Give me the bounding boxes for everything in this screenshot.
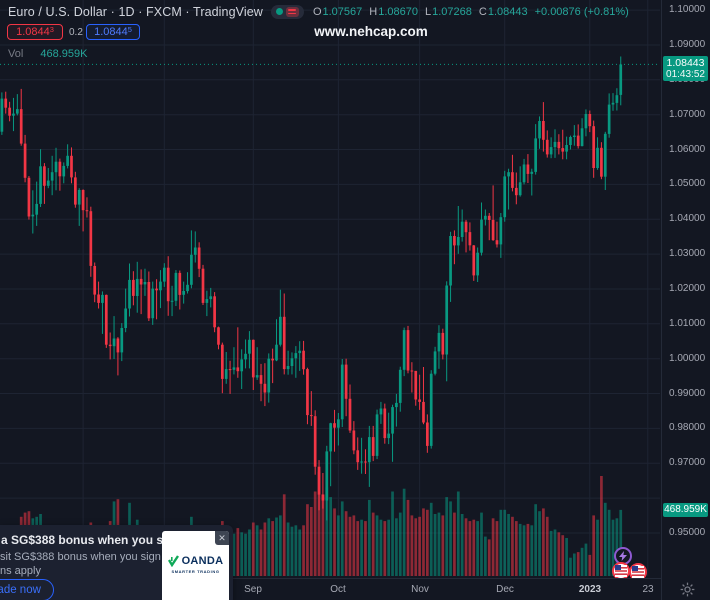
chart-legend: Euro / U.S. Dollar · 1D · FXCM · Trading… xyxy=(8,4,629,19)
buy-button[interactable]: 1.0844 5 xyxy=(86,24,140,40)
promo-subline: sit SG$388 bonus when you sign up. xyxy=(0,551,180,563)
price-axis-label: 0.99000 xyxy=(669,388,706,399)
price-axis-label: 0.97000 xyxy=(669,457,706,468)
oanda-logo-panel: ✕ OANDA SMARTER TRADING xyxy=(162,531,229,600)
oanda-tagline: SMARTER TRADING xyxy=(171,569,220,574)
price-axis-label: 1.10000 xyxy=(669,4,706,15)
market-open-dot-icon xyxy=(275,8,283,15)
close-value: 1.08443 xyxy=(487,5,528,18)
high-value: 1.08670 xyxy=(378,5,418,18)
high-label: H xyxy=(369,5,378,18)
low-label: L xyxy=(424,5,432,18)
oanda-check-icon xyxy=(167,555,179,567)
price-axis-label: 0.95000 xyxy=(669,527,706,538)
promo-terms: ns apply xyxy=(0,565,41,577)
watermark: www.nehcap.com xyxy=(314,24,428,39)
change-value: +0.00876 (+0.81%) xyxy=(534,5,629,18)
price-axis[interactable]: 1.100001.090001.080001.070001.060001.050… xyxy=(661,0,710,600)
price-axis-label: 1.07000 xyxy=(669,109,706,120)
price-axis-label: 1.03000 xyxy=(669,248,706,259)
gear-icon[interactable] xyxy=(680,582,695,597)
market-status-pill[interactable] xyxy=(270,4,304,19)
sell-button[interactable]: 1.0844 3 xyxy=(7,24,63,40)
headlines-icon xyxy=(285,6,299,17)
open-value: 1.07567 xyxy=(322,5,363,18)
time-axis-label: Oct xyxy=(330,584,346,595)
price-axis-label: 1.01000 xyxy=(669,318,706,329)
symbol-title[interactable]: Euro / U.S. Dollar · 1D · FXCM · Trading… xyxy=(8,4,263,19)
last-price-badge: 1.08443 01:43:52 xyxy=(663,56,708,81)
volume-legend: Vol 468.959K xyxy=(8,48,87,60)
price-axis-label: 1.00000 xyxy=(669,353,706,364)
time-axis-label: Nov xyxy=(411,584,429,595)
price-axis-label: 1.05000 xyxy=(669,178,706,189)
price-axis-label: 1.09000 xyxy=(669,39,706,50)
price-axis-label: 0.98000 xyxy=(669,422,706,433)
time-axis-label: 23 xyxy=(642,584,654,595)
bar-countdown: 01:43:52 xyxy=(666,69,705,80)
last-price-value: 1.08443 xyxy=(666,57,705,69)
open-label: O xyxy=(312,5,322,18)
price-axis-label: 1.04000 xyxy=(669,213,706,224)
volume-label: Vol xyxy=(8,48,24,60)
close-icon[interactable]: ✕ xyxy=(215,531,229,545)
time-axis-label: 2023 xyxy=(578,584,602,595)
promo-headline: a SG$388 bonus when you sign up. xyxy=(1,533,203,547)
time-axis-label: Sep xyxy=(244,584,262,595)
event-lightning-icon[interactable] xyxy=(614,547,632,565)
price-axis-label: 1.02000 xyxy=(669,283,706,294)
volume-axis-badge: 468.959K xyxy=(663,503,708,517)
event-us-flag-icon[interactable] xyxy=(629,563,647,581)
trade-now-button[interactable]: Trade now xyxy=(0,579,54,600)
oanda-wordmark: OANDA xyxy=(181,555,224,567)
low-value: 1.07268 xyxy=(432,5,472,18)
volume-value: 468.959K xyxy=(40,48,88,60)
close-label: C xyxy=(478,5,487,18)
price-axis-label: 1.06000 xyxy=(669,144,706,155)
ohlc-values: O 1.07567 H 1.08670 L 1.07268 C 1.08443 … xyxy=(313,6,629,18)
time-axis-label: Dec xyxy=(496,584,514,595)
spread-value: 0.2 xyxy=(69,27,83,38)
